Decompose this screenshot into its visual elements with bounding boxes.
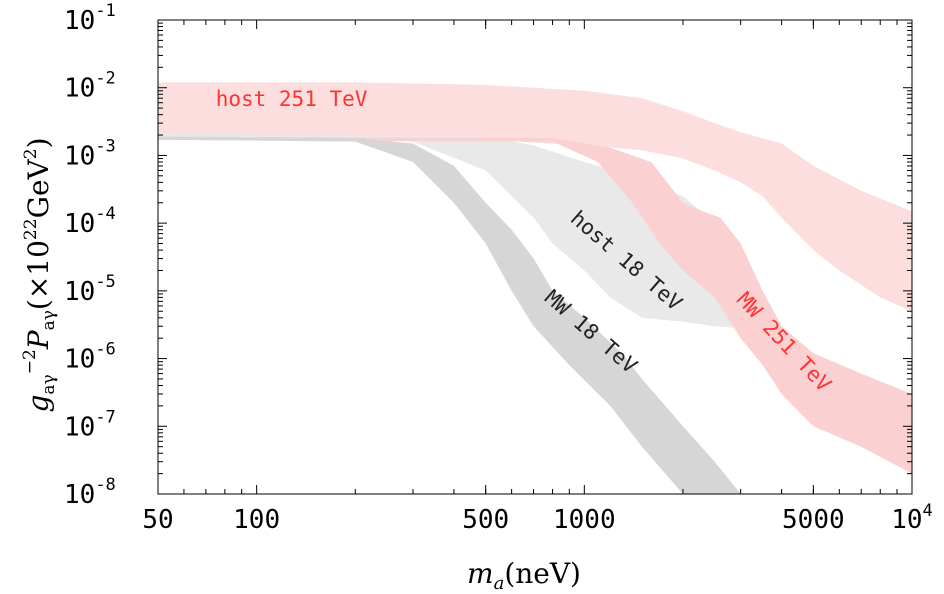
x-axis-title-main: m xyxy=(467,557,494,590)
y-tick-label-base: 10 xyxy=(64,74,95,104)
y-axis-title-unit-exp2: 2 xyxy=(21,148,41,159)
y-axis-title-exp: −2 xyxy=(20,349,40,374)
x-tick-label: 104 xyxy=(891,501,933,535)
x-tick-label-base: 500 xyxy=(462,505,509,535)
y-tick-label-base: 10 xyxy=(64,209,95,239)
y-tick-label-base: 10 xyxy=(64,6,95,36)
x-axis-title-sub: a xyxy=(494,573,505,594)
y-tick-label: 10-8 xyxy=(64,475,116,510)
y-axis-title-unit-rest: GeV xyxy=(22,158,55,218)
y-tick-label-exp: -4 xyxy=(95,204,115,224)
x-tick-label-base: 1000 xyxy=(553,505,616,535)
y-axis-title-g-sub: aγ xyxy=(39,374,59,394)
y-tick-label-exp: -1 xyxy=(95,1,115,21)
y-tick-label-exp: -2 xyxy=(95,69,115,89)
y-axis-title-g: g xyxy=(22,395,55,413)
band-annotation: host 251 TeV xyxy=(216,87,368,111)
y-tick-label-base: 10 xyxy=(64,412,95,442)
y-tick-label: 10-1 xyxy=(64,1,116,36)
x-axis-title-unit: (neV) xyxy=(504,557,581,590)
y-tick-label-exp: -6 xyxy=(95,340,115,360)
y-tick-label: 10-2 xyxy=(64,69,116,104)
y-axis-title-unit-exp: 22 xyxy=(21,218,41,240)
band-series-3 xyxy=(158,136,741,494)
y-tick-label: 10-4 xyxy=(64,204,116,239)
x-tick-label: 50 xyxy=(142,505,173,535)
x-tick-label-base: 10 xyxy=(891,505,922,535)
y-axis-title-unit-close: ) xyxy=(22,137,55,148)
x-tick-label: 500 xyxy=(462,505,509,535)
x-tick-label-base: 100 xyxy=(233,505,280,535)
y-axis-title-p-sub: aγ xyxy=(39,310,59,330)
y-tick-label-base: 10 xyxy=(64,277,95,307)
y-tick-label-exp: -8 xyxy=(95,475,115,495)
band-series-1 xyxy=(158,133,755,332)
y-tick-label: 10-7 xyxy=(64,407,116,442)
y-tick-label: 10-3 xyxy=(64,136,116,171)
x-tick-label-base: 50 xyxy=(142,505,173,535)
y-tick-label: 10-6 xyxy=(64,340,116,375)
ticks: 50 100 500 1000 5000 10410-810-710-610-510-41… xyxy=(64,1,933,535)
band-series-2 xyxy=(158,136,912,474)
y-tick-label-exp: -5 xyxy=(95,272,115,292)
y-tick-label-base: 10 xyxy=(64,141,95,171)
band-series-0 xyxy=(158,82,912,312)
x-tick-label-exp: 4 xyxy=(923,501,933,521)
x-axis-title: ma(neV) xyxy=(467,557,581,594)
y-axis-title-unit-open: (×10 xyxy=(22,240,55,310)
y-tick-label-exp: -3 xyxy=(95,136,115,156)
plot-frame xyxy=(157,19,913,495)
x-tick-label-base: 5000 xyxy=(782,505,845,535)
y-tick-label-base: 10 xyxy=(64,345,95,375)
y-tick-label: 10-5 xyxy=(64,272,116,307)
y-tick-label-base: 10 xyxy=(64,480,95,510)
y-axis-title-p: P xyxy=(22,329,55,350)
y-axis-title: gaγ−2Paγ(×1022GeV2) xyxy=(20,137,59,412)
x-tick-label: 100 xyxy=(233,505,280,535)
bands xyxy=(158,82,912,494)
x-tick-label: 1000 xyxy=(553,505,616,535)
y-tick-label-exp: -7 xyxy=(95,407,115,427)
x-tick-label: 5000 xyxy=(782,505,845,535)
